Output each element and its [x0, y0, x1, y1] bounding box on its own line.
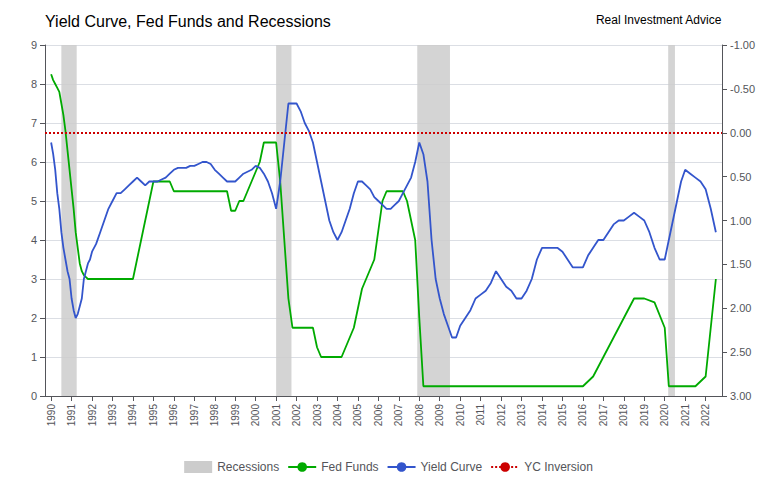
svg-text:2003: 2003 [312, 404, 323, 427]
svg-text:1: 1 [31, 351, 37, 363]
svg-text:2016: 2016 [577, 404, 588, 427]
svg-text:2.00: 2.00 [730, 302, 751, 314]
svg-text:Recessions: Recessions [217, 460, 279, 474]
svg-text:2015: 2015 [557, 404, 568, 427]
svg-text:2005: 2005 [352, 404, 363, 427]
svg-text:6: 6 [31, 156, 37, 168]
svg-text:8: 8 [31, 78, 37, 90]
svg-text:2008: 2008 [414, 404, 425, 427]
svg-text:2022: 2022 [700, 404, 711, 427]
svg-text:0.00: 0.00 [730, 127, 751, 139]
svg-text:2019: 2019 [639, 404, 650, 427]
svg-text:3: 3 [31, 273, 37, 285]
svg-text:2021: 2021 [680, 404, 691, 427]
svg-text:Yield Curve: Yield Curve [421, 460, 483, 474]
svg-text:1998: 1998 [209, 404, 220, 427]
svg-text:2011: 2011 [475, 404, 486, 426]
svg-text:1997: 1997 [189, 404, 200, 427]
svg-text:0.50: 0.50 [730, 171, 751, 183]
svg-text:2: 2 [31, 312, 37, 324]
svg-text:1991: 1991 [66, 404, 77, 427]
svg-text:2018: 2018 [618, 404, 629, 427]
svg-text:3.00: 3.00 [730, 390, 751, 402]
svg-text:-0.50: -0.50 [730, 83, 755, 95]
svg-text:2000: 2000 [250, 404, 261, 427]
svg-text:2013: 2013 [516, 404, 527, 427]
svg-text:Yield Curve, Fed Funds and Rec: Yield Curve, Fed Funds and Recessions [45, 13, 331, 30]
svg-text:4: 4 [31, 234, 37, 246]
svg-text:7: 7 [31, 117, 37, 129]
svg-text:2014: 2014 [537, 404, 548, 427]
svg-text:2010: 2010 [455, 404, 466, 427]
svg-text:2012: 2012 [496, 404, 507, 427]
svg-text:2007: 2007 [393, 404, 404, 427]
svg-text:0: 0 [31, 390, 37, 402]
svg-text:1993: 1993 [107, 404, 118, 427]
svg-text:9: 9 [31, 39, 37, 51]
svg-text:1992: 1992 [87, 404, 98, 427]
svg-text:1994: 1994 [127, 404, 138, 427]
svg-text:Fed Funds: Fed Funds [321, 460, 378, 474]
svg-text:2002: 2002 [291, 404, 302, 427]
svg-text:2020: 2020 [659, 404, 670, 427]
svg-text:2004: 2004 [332, 404, 343, 427]
svg-text:1999: 1999 [230, 404, 241, 427]
svg-text:-1.00: -1.00 [730, 39, 755, 51]
svg-text:1.50: 1.50 [730, 258, 751, 270]
svg-text:2.50: 2.50 [730, 346, 751, 358]
svg-text:Real Investment Advice: Real Investment Advice [596, 13, 722, 27]
svg-text:2009: 2009 [434, 404, 445, 427]
svg-text:2017: 2017 [598, 404, 609, 427]
svg-text:1996: 1996 [168, 404, 179, 427]
svg-text:1990: 1990 [46, 404, 57, 427]
svg-text:2006: 2006 [373, 404, 384, 427]
svg-text:1.00: 1.00 [730, 215, 751, 227]
svg-text:1995: 1995 [148, 404, 159, 427]
svg-text:2001: 2001 [271, 404, 282, 427]
svg-text:5: 5 [31, 195, 37, 207]
svg-text:YC Inversion: YC Inversion [524, 460, 593, 474]
